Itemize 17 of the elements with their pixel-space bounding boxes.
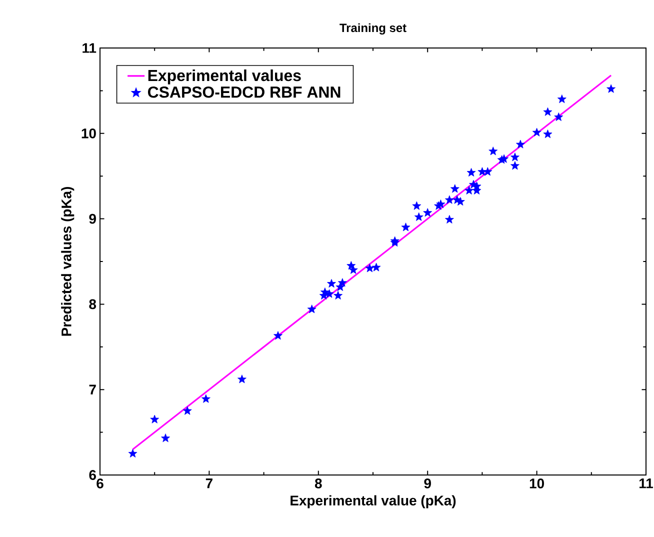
x-tick-label: 11: [640, 478, 653, 488]
x-tick-label: 7: [206, 478, 212, 488]
x-tick-label: 6: [96, 478, 104, 488]
x-axis-title: Experimental value (pKa): [290, 495, 456, 508]
legend-label: CSAPSO-EDCD RBF ANN: [148, 86, 340, 98]
chart-title: Training set: [340, 23, 406, 35]
y-tick-label: 10: [82, 128, 96, 138]
y-tick-label: 7: [89, 384, 96, 394]
y-tick-label: 9: [89, 214, 96, 224]
x-tick-label: 9: [424, 478, 431, 488]
y-tick-label: 11: [82, 43, 96, 53]
x-tick-label: 8: [314, 478, 322, 488]
y-tick-label: 8: [89, 299, 96, 310]
legend-label: Experimental values: [148, 69, 301, 84]
y-axis-title: Predicted values (pKa): [61, 187, 74, 336]
y-tick-label: 6: [89, 470, 96, 480]
x-tick-label: 10: [530, 478, 544, 488]
